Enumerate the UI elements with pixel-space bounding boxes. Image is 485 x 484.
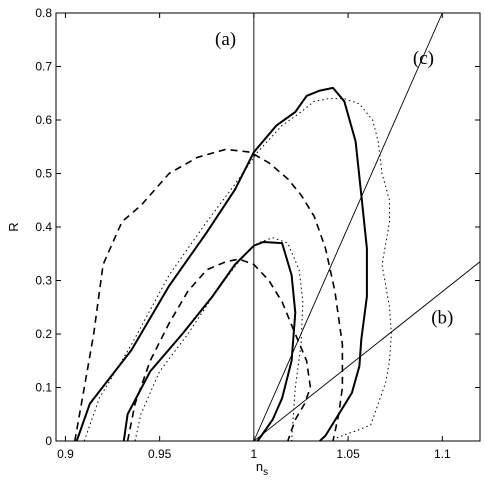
annotations: (a) (c) (b) xyxy=(215,29,453,328)
reference-line-3 xyxy=(253,261,481,442)
y-tick-label: 0 xyxy=(45,434,52,448)
plot-background xyxy=(56,13,480,441)
x-tick-label: 1 xyxy=(251,447,258,461)
contour-dashed-3 xyxy=(74,148,344,442)
contour-dotted-6 xyxy=(134,237,304,442)
y-tick-label: 0.5 xyxy=(35,167,52,181)
annotation-label: (a) xyxy=(215,29,236,50)
y-tick-label: 0.3 xyxy=(35,274,52,288)
x-axis-label-subscript: s xyxy=(263,467,268,478)
reference-line-2 xyxy=(253,12,443,442)
y-tick-label: 0.8 xyxy=(35,6,52,20)
annotation-label: (c) xyxy=(413,48,434,69)
contour-solid-1 xyxy=(75,86,368,442)
reference-lines xyxy=(253,12,481,442)
y-tick-label: 0.2 xyxy=(35,327,52,341)
y-tick-label: 0.1 xyxy=(35,381,52,395)
x-tick-label: 0.95 xyxy=(148,447,172,461)
annotation-label: (b) xyxy=(431,307,453,328)
x-tick-label: 0.9 xyxy=(57,447,74,461)
contour-dotted-5 xyxy=(83,98,392,442)
x-tick-label: 1.1 xyxy=(434,447,451,461)
contour-solid-2 xyxy=(122,241,297,442)
x-axis-label: ns xyxy=(256,459,268,478)
y-axis-label: R xyxy=(6,222,21,231)
y-tick-label: 0.4 xyxy=(35,220,52,234)
ticks: 0.9 0.95 1 1.05 1.1 0 0.1 0.2 0.3 0.4 0.5 0.6 0.7 0.8 xyxy=(35,6,480,461)
y-tick-label: 0.6 xyxy=(35,113,52,127)
y-tick-label: 0.7 xyxy=(35,60,52,74)
x-tick-label: 1.05 xyxy=(336,447,360,461)
